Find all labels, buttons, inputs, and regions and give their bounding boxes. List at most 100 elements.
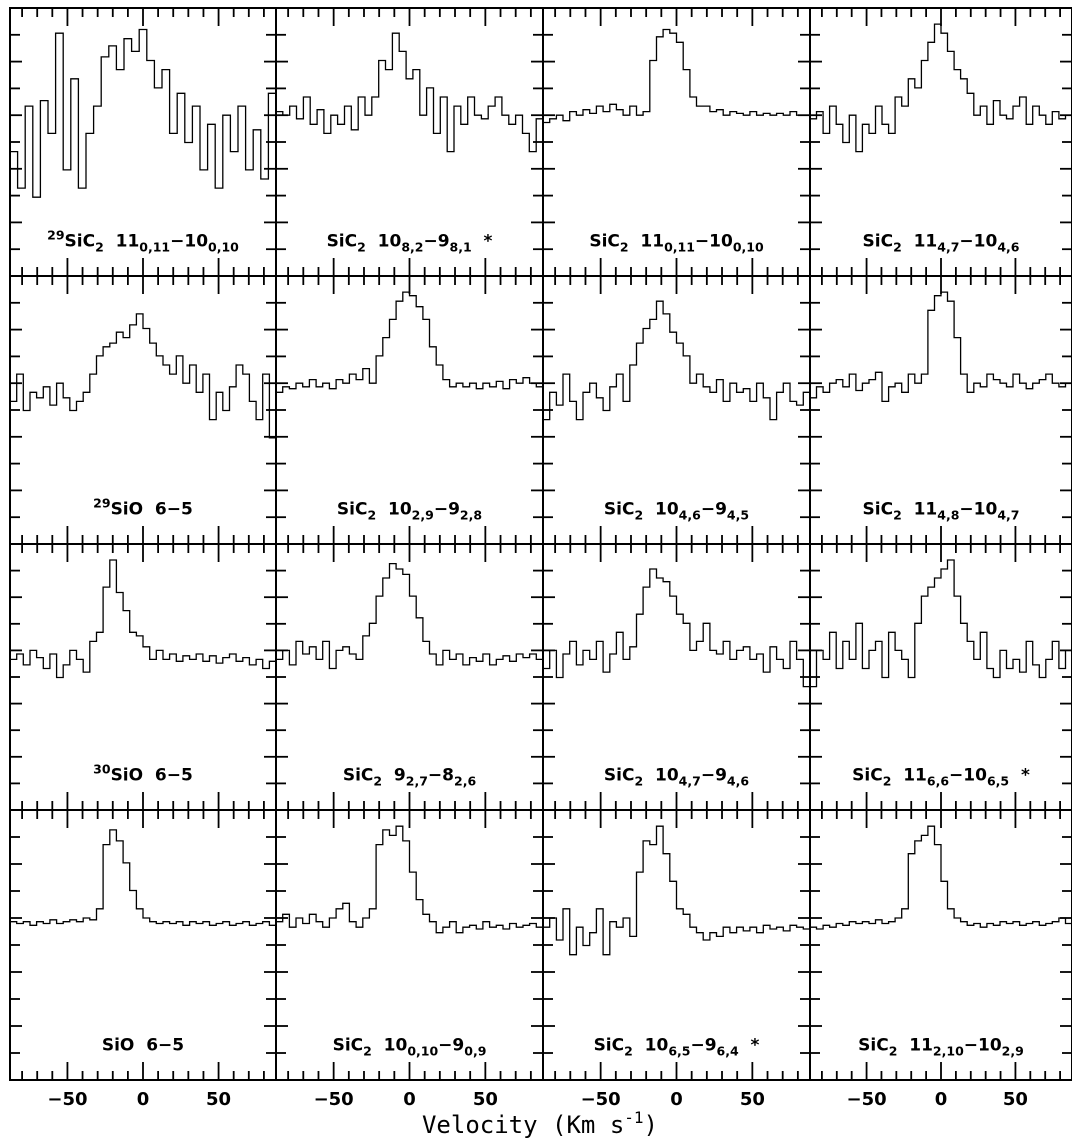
- transition-label-part: 10: [372, 1035, 408, 1055]
- transition-label-part: *: [739, 1035, 760, 1055]
- x-tick-label: −50: [581, 1089, 621, 1110]
- transition-label-part: 11: [897, 1035, 933, 1055]
- transition-label-part: −8: [428, 766, 454, 786]
- transition-label-part: 0,10: [208, 240, 239, 255]
- transition-label-part: 11: [902, 500, 938, 520]
- transition-label-part: 2: [624, 1043, 633, 1058]
- spectrum-line: [543, 568, 810, 688]
- transition-label-part: 29: [47, 228, 64, 243]
- transition-label-part: SiC: [589, 232, 620, 252]
- transition-label-part: 2: [634, 508, 643, 523]
- x-tick-label: 50: [1003, 1089, 1028, 1110]
- spectrum-line: [10, 559, 276, 679]
- transition-label-part: 0,11: [664, 240, 695, 255]
- transition-label: SiC2 116,6−106,5 *: [852, 766, 1030, 789]
- spectrum-panel: SiC2 106,5−96,4 *: [542, 809, 811, 1081]
- transition-label: SiC2 104,7−94,6: [604, 766, 749, 789]
- x-axis-label-main: Velocity (Km s: [422, 1111, 624, 1139]
- spectrum-line: [276, 562, 543, 670]
- transition-label-part: −9: [701, 500, 727, 520]
- x-tick-label: 0: [137, 1089, 150, 1110]
- spectrum-panel: SiC2 112,10−102,9: [809, 809, 1072, 1081]
- transition-label-part: 11: [104, 232, 140, 252]
- transition-label-part: 2,10: [933, 1043, 964, 1058]
- transition-label-part: SiC: [863, 500, 894, 520]
- transition-label: 29SiC2 110,11−100,10: [47, 228, 239, 255]
- transition-label-part: −9: [423, 232, 449, 252]
- transition-label-part: 10: [643, 500, 679, 520]
- transition-label-part: 0,10: [733, 240, 764, 255]
- transition-label-part: SiC: [863, 232, 894, 252]
- panel-frame: [275, 7, 544, 277]
- transition-label-part: 2: [363, 1043, 372, 1058]
- spectrum-panel: SiC2 110,11−100,10: [542, 7, 811, 277]
- transition-label-part: 4,6: [727, 774, 749, 789]
- transition-label-part: 2: [634, 774, 643, 789]
- spectrum-panel: SiC2 114,7−104,6: [809, 7, 1072, 277]
- spectrum-panel: SiC2 100,10−90,9: [275, 809, 544, 1081]
- transition-label-part: SiO 6−5: [102, 1035, 184, 1055]
- x-tick-label: −50: [47, 1089, 87, 1110]
- transition-label-part: *: [1009, 766, 1030, 786]
- transition-label-part: SiC: [604, 500, 635, 520]
- transition-label-part: 4,6: [997, 240, 1019, 255]
- transition-label-part: SiO 6−5: [111, 766, 193, 786]
- spectrum-panel: SiC2 102,9−92,8: [275, 275, 544, 545]
- spectrum-panel: 29SiO 6−5: [9, 275, 277, 545]
- transition-label-part: −10: [170, 232, 208, 252]
- transition-label-part: −10: [959, 232, 997, 252]
- transition-label: SiC2 108,2−98,1 *: [327, 232, 493, 255]
- spectrum-line: [10, 313, 276, 439]
- transition-label-part: −10: [949, 766, 987, 786]
- transition-label-part: SiC: [852, 766, 883, 786]
- spectrum-panel: SiO 6−5: [9, 809, 277, 1081]
- transition-label-part: −10: [695, 232, 733, 252]
- transition-label-part: 6,4: [717, 1043, 739, 1058]
- x-tick-label: 0: [935, 1089, 948, 1110]
- spectrum-panel: SiC2 104,6−94,5: [542, 275, 811, 545]
- transition-label-part: 2: [893, 240, 902, 255]
- spectrum-panel: SiC2 114,8−104,7: [809, 275, 1072, 545]
- transition-label-part: 6,5: [987, 774, 1009, 789]
- transition-label: 29SiO 6−5: [93, 496, 193, 520]
- transition-label-part: −10: [959, 500, 997, 520]
- spectrum-line: [276, 825, 543, 934]
- transition-label-part: SiC: [65, 232, 96, 252]
- transition-label-part: −9: [434, 500, 460, 520]
- spectrum-line: [543, 825, 810, 956]
- transition-label-part: 6,5: [668, 1043, 690, 1058]
- transition-label: SiC2 112,10−102,9: [858, 1035, 1024, 1058]
- spectrum-line: [810, 559, 1072, 688]
- transition-label-part: SiC: [327, 232, 358, 252]
- panel-grid: 29SiC2 110,11−100,10 SiC2 108,2−98,1 * SiC…: [9, 7, 1072, 1081]
- transition-label: SiC2 92,7−82,6: [343, 766, 477, 789]
- transition-label-part: 0,11: [139, 240, 170, 255]
- transition-label: SiC2 110,11−100,10: [589, 232, 764, 255]
- transition-label-part: 11: [891, 766, 927, 786]
- spectrum-panel: 29SiC2 110,11−100,10: [9, 7, 277, 277]
- x-tick-label: 50: [740, 1089, 765, 1110]
- spectrum-line: [810, 291, 1072, 403]
- transition-label-part: 0,10: [407, 1043, 438, 1058]
- transition-label-part: 9: [382, 766, 406, 786]
- x-axis-label-close: ): [644, 1111, 658, 1139]
- transition-label-part: SiC: [333, 1035, 364, 1055]
- transition-label-part: 2,9: [1002, 1043, 1024, 1058]
- transition-label-part: 2: [889, 1043, 898, 1058]
- transition-label-part: 6,6: [927, 774, 949, 789]
- spectrum-panel: SiC2 92,7−82,6: [275, 543, 544, 811]
- transition-label: SiC2 102,9−92,8: [337, 500, 482, 523]
- transition-label-part: 11: [902, 232, 938, 252]
- transition-label: SiC2 104,6−94,5: [604, 500, 749, 523]
- x-tick-label: 50: [206, 1089, 231, 1110]
- transition-label-part: −9: [690, 1035, 716, 1055]
- transition-label-part: −9: [438, 1035, 464, 1055]
- spectrum-line: [276, 291, 543, 393]
- transition-label: SiO 6−5: [102, 1035, 184, 1055]
- transition-label-part: 4,5: [727, 508, 749, 523]
- spectrum-line: [543, 28, 810, 124]
- spectrum-panel: SiC2 104,7−94,6: [542, 543, 811, 811]
- transition-label-part: 2,7: [406, 774, 428, 789]
- x-tick-labels: −50 0 50 −50 0 50 −50 0 50 −50 0 50: [47, 1089, 1028, 1110]
